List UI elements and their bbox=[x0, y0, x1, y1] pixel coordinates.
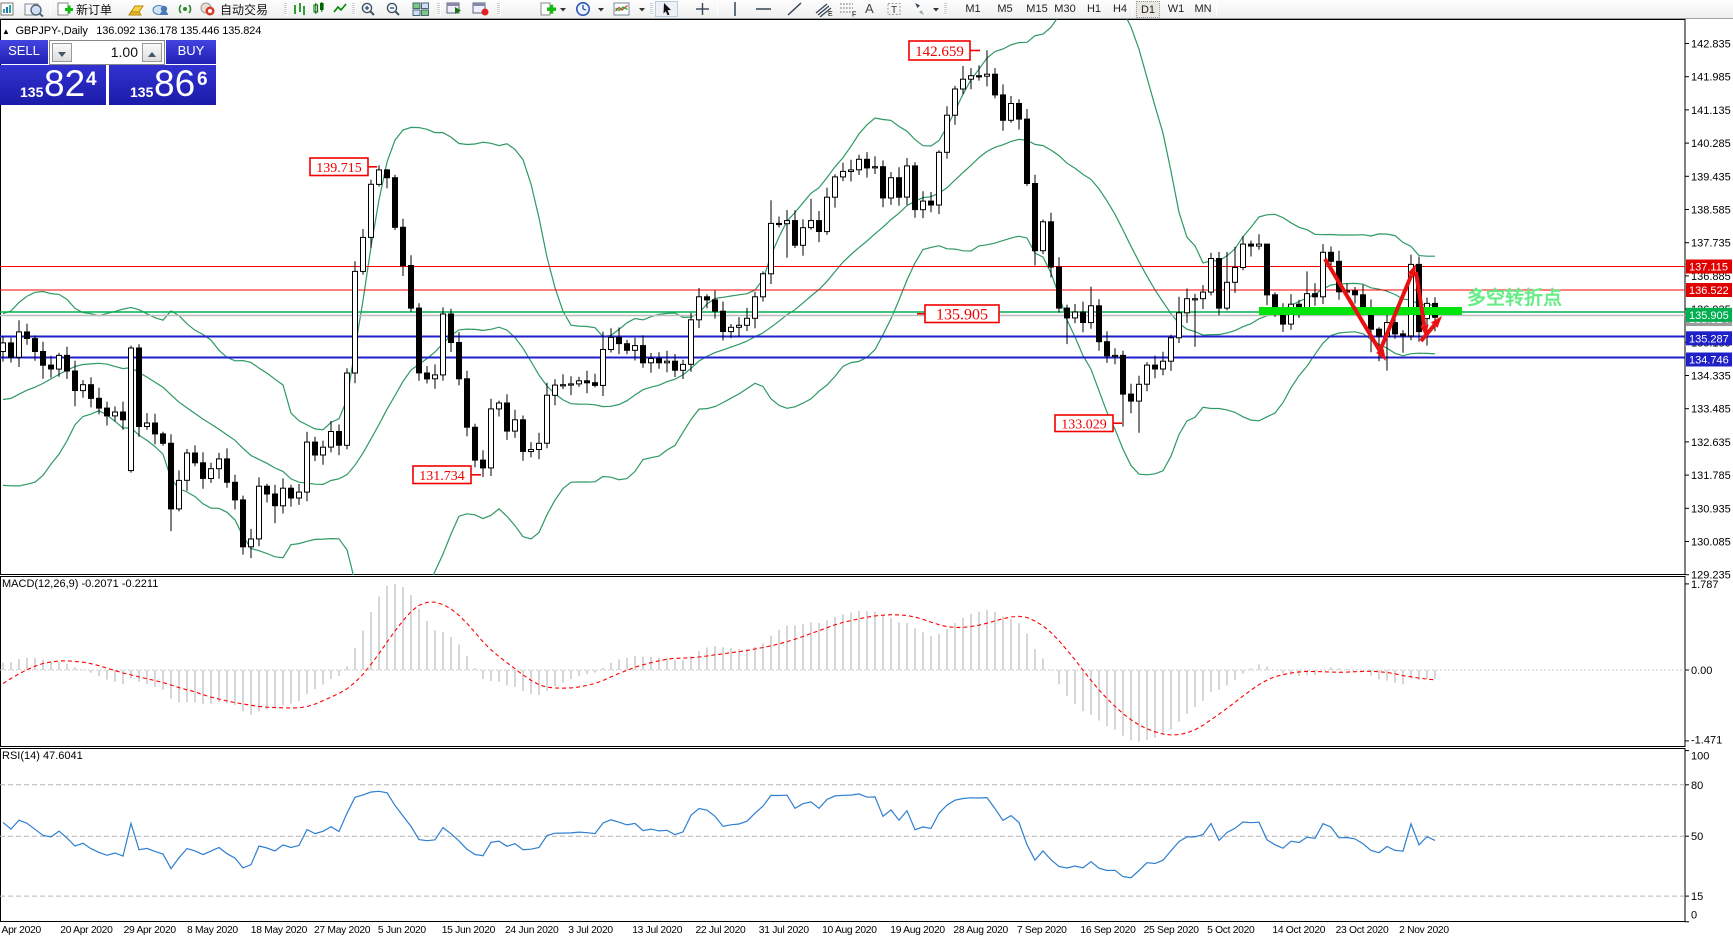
svg-text:130.935: 130.935 bbox=[1691, 503, 1731, 515]
svg-text:5 Oct 2020: 5 Oct 2020 bbox=[1207, 925, 1255, 936]
svg-text:131.785: 131.785 bbox=[1691, 470, 1731, 482]
svg-text:24 Jun 2020: 24 Jun 2020 bbox=[505, 925, 559, 936]
svg-text:141.985: 141.985 bbox=[1691, 72, 1731, 84]
svg-text:133.029: 133.029 bbox=[1061, 417, 1107, 432]
svg-text:14 Oct 2020: 14 Oct 2020 bbox=[1272, 925, 1325, 936]
svg-text:100: 100 bbox=[1691, 751, 1709, 763]
svg-text:10 Aug 2020: 10 Aug 2020 bbox=[822, 925, 877, 936]
svg-text:50: 50 bbox=[1691, 831, 1703, 843]
svg-text:142.659: 142.659 bbox=[915, 44, 964, 60]
svg-text:15 Jun 2020: 15 Jun 2020 bbox=[442, 925, 496, 936]
svg-text:1.787: 1.787 bbox=[1691, 579, 1719, 591]
svg-text:8 May 2020: 8 May 2020 bbox=[187, 925, 238, 936]
svg-text:E: E bbox=[828, 11, 833, 17]
svg-text:29 Apr 2020: 29 Apr 2020 bbox=[124, 925, 177, 936]
svg-text:T: T bbox=[891, 5, 897, 16]
svg-text:136.885: 136.885 bbox=[1691, 271, 1731, 283]
svg-text:130.085: 130.085 bbox=[1691, 537, 1731, 549]
svg-text:140.285: 140.285 bbox=[1691, 138, 1731, 150]
svg-text:0.00: 0.00 bbox=[1691, 665, 1712, 677]
svg-text:18 May 2020: 18 May 2020 bbox=[251, 925, 308, 936]
svg-text:25 Sep 2020: 25 Sep 2020 bbox=[1144, 925, 1200, 936]
svg-text:3 Jul 2020: 3 Jul 2020 bbox=[568, 925, 613, 936]
svg-text:27 May 2020: 27 May 2020 bbox=[314, 925, 371, 936]
svg-text:-1.471: -1.471 bbox=[1691, 735, 1722, 747]
svg-text:135.905: 135.905 bbox=[936, 307, 988, 324]
svg-text:138.585: 138.585 bbox=[1691, 205, 1731, 217]
svg-text:80: 80 bbox=[1691, 780, 1703, 792]
svg-text:F: F bbox=[852, 12, 856, 18]
svg-text:134.746: 134.746 bbox=[1689, 355, 1729, 367]
svg-text:28 Aug 2020: 28 Aug 2020 bbox=[953, 925, 1008, 936]
svg-text:135.287: 135.287 bbox=[1689, 333, 1729, 345]
svg-text:20 Apr 2020: 20 Apr 2020 bbox=[60, 925, 113, 936]
svg-text:139.715: 139.715 bbox=[316, 161, 362, 176]
svg-text:0: 0 bbox=[1691, 910, 1697, 922]
svg-text:129.235: 129.235 bbox=[1691, 570, 1731, 582]
svg-text:142.835: 142.835 bbox=[1691, 39, 1731, 51]
svg-text:15: 15 bbox=[1691, 891, 1703, 903]
svg-text:7 Sep 2020: 7 Sep 2020 bbox=[1017, 925, 1067, 936]
svg-text:135.905: 135.905 bbox=[1689, 310, 1729, 322]
svg-text:134.335: 134.335 bbox=[1691, 371, 1731, 383]
svg-text:131.734: 131.734 bbox=[419, 469, 465, 484]
svg-text:19 Aug 2020: 19 Aug 2020 bbox=[890, 925, 945, 936]
svg-text:23 Oct 2020: 23 Oct 2020 bbox=[1336, 925, 1389, 936]
svg-text:137.735: 137.735 bbox=[1691, 238, 1731, 250]
svg-text:RSI(14) 47.6041: RSI(14) 47.6041 bbox=[2, 750, 83, 762]
svg-text:16 Sep 2020: 16 Sep 2020 bbox=[1080, 925, 1136, 936]
svg-text:5 Jun 2020: 5 Jun 2020 bbox=[378, 925, 427, 936]
svg-text:2 Nov 2020: 2 Nov 2020 bbox=[1399, 925, 1449, 936]
svg-text:31 Jul 2020: 31 Jul 2020 bbox=[759, 925, 810, 936]
svg-text:Apr 2020: Apr 2020 bbox=[2, 925, 42, 936]
svg-text:多空转折点: 多空转折点 bbox=[1467, 286, 1562, 309]
svg-text:13 Jul 2020: 13 Jul 2020 bbox=[632, 925, 683, 936]
svg-text:MACD(12,26,9) -0.2071 -0.2211: MACD(12,26,9) -0.2071 -0.2211 bbox=[2, 578, 158, 590]
svg-text:132.635: 132.635 bbox=[1691, 437, 1731, 449]
svg-text:137.115: 137.115 bbox=[1689, 262, 1728, 274]
svg-text:139.435: 139.435 bbox=[1691, 171, 1731, 183]
svg-text:133.485: 133.485 bbox=[1691, 404, 1731, 416]
svg-text:22 Jul 2020: 22 Jul 2020 bbox=[696, 925, 747, 936]
svg-text:141.135: 141.135 bbox=[1691, 105, 1731, 117]
svg-text:136.522: 136.522 bbox=[1689, 285, 1729, 297]
